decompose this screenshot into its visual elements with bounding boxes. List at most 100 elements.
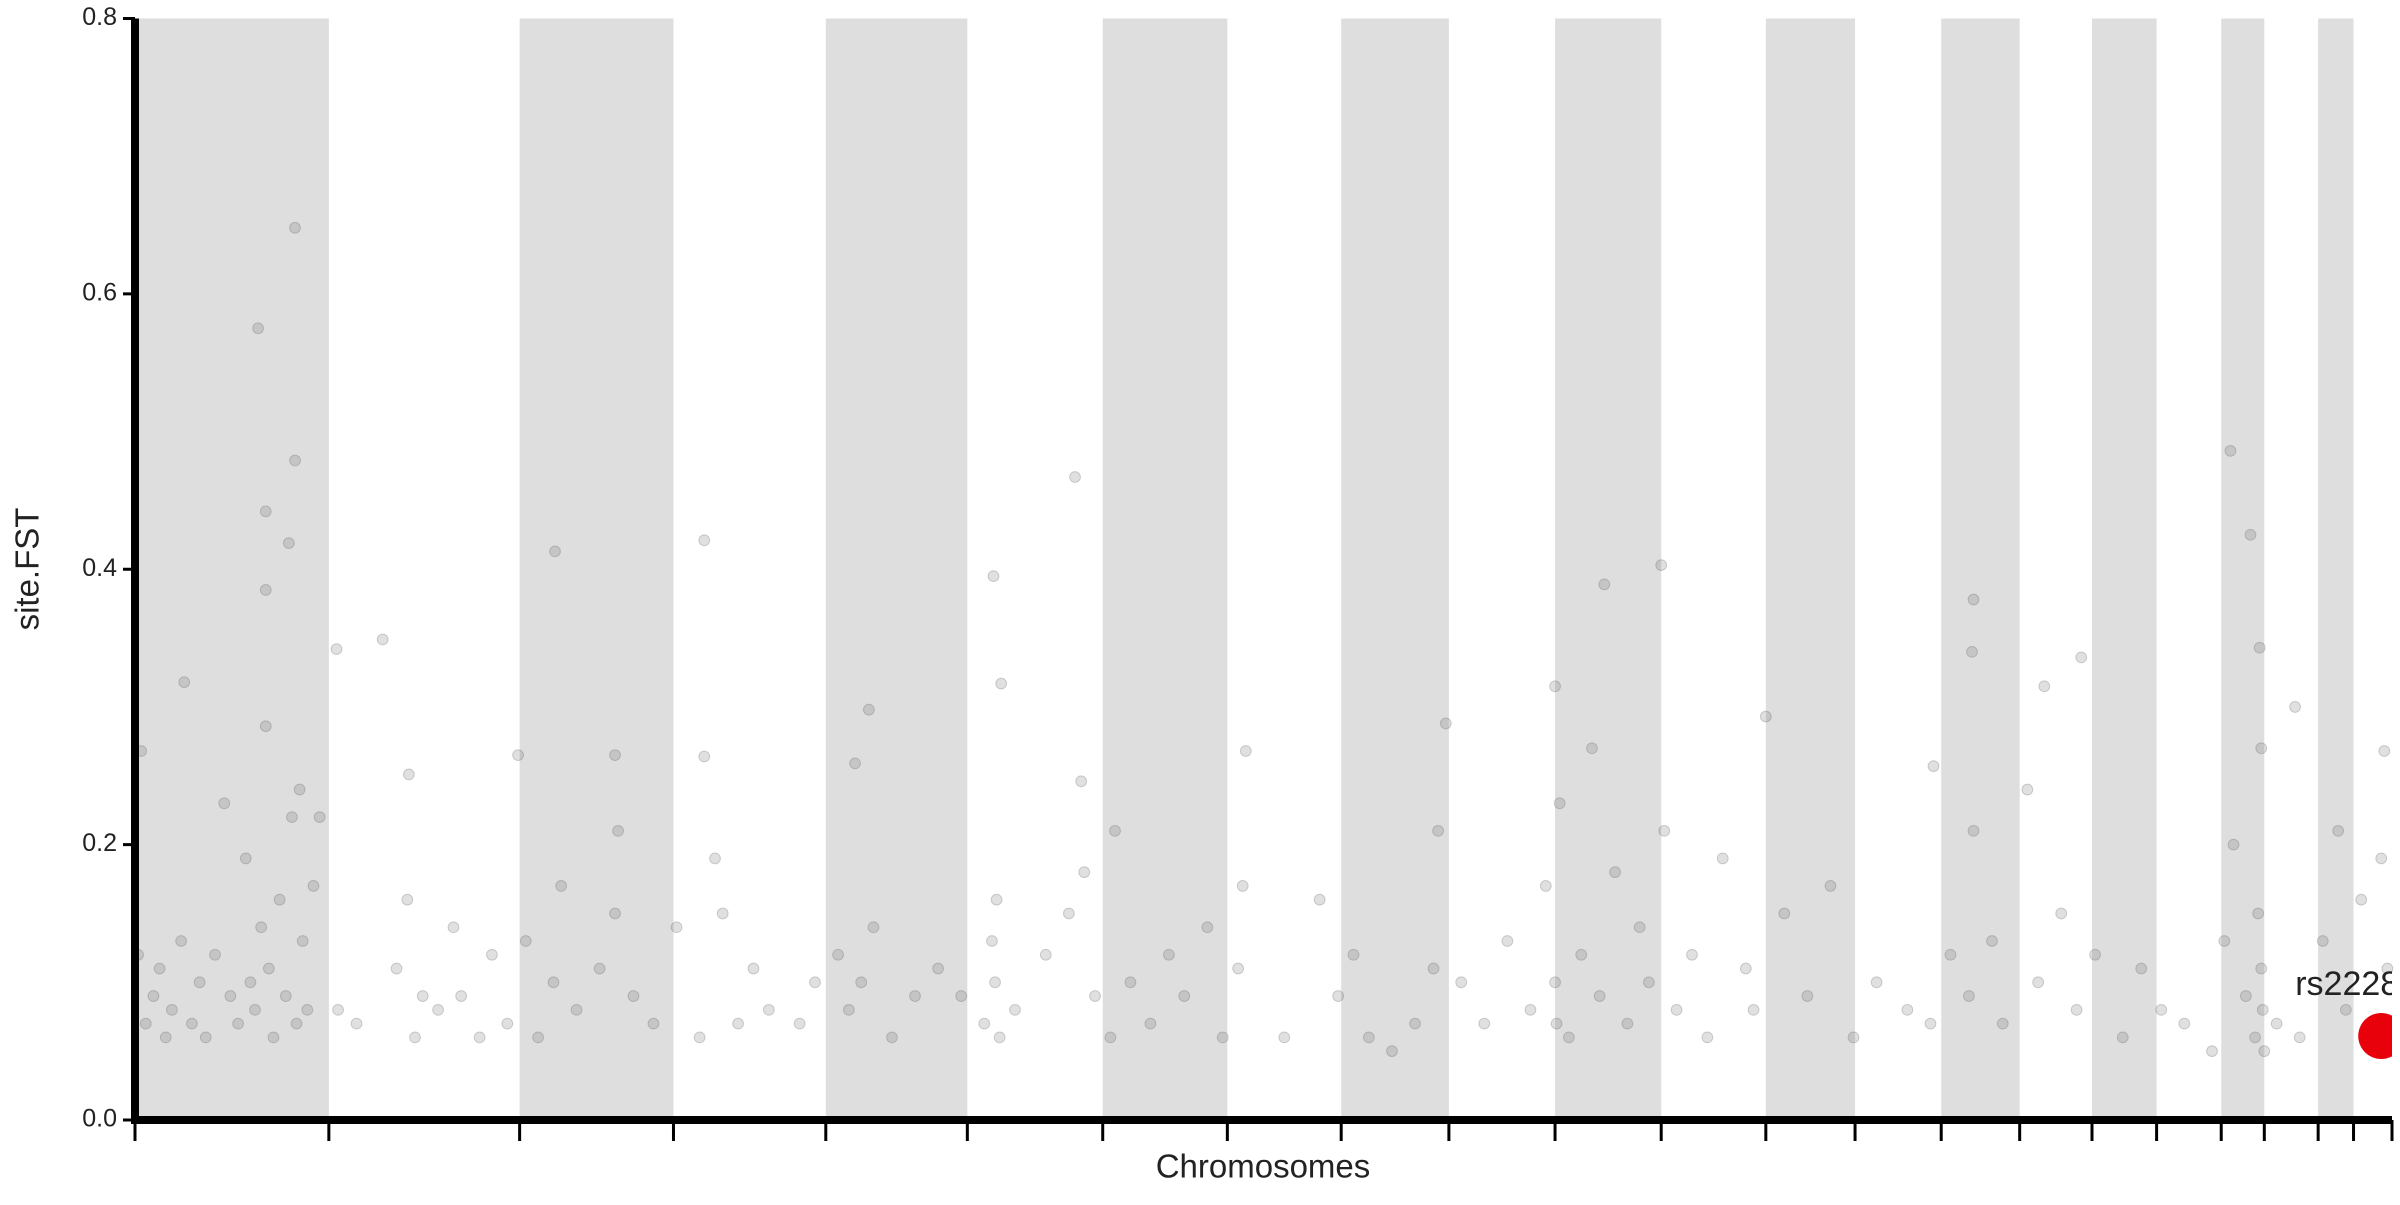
point xyxy=(2339,1003,2352,1016)
point xyxy=(139,1017,152,1030)
point xyxy=(612,824,624,837)
point xyxy=(995,677,1008,690)
point xyxy=(986,935,998,947)
point xyxy=(1386,1045,1398,1058)
point xyxy=(2255,962,2268,975)
point xyxy=(447,921,460,934)
point xyxy=(1062,907,1075,920)
point xyxy=(473,1031,486,1044)
point xyxy=(416,990,429,1002)
point xyxy=(1670,1003,1683,1016)
point xyxy=(1966,645,1978,658)
point xyxy=(501,1017,514,1030)
point xyxy=(1642,976,1655,989)
point xyxy=(313,811,326,823)
point xyxy=(455,990,468,1002)
point xyxy=(886,1031,898,1044)
point xyxy=(2227,838,2240,851)
chromosome-band xyxy=(135,18,329,1120)
point xyxy=(1201,921,1214,934)
point xyxy=(199,1031,212,1044)
point xyxy=(1996,1017,2009,1030)
point xyxy=(209,948,221,961)
chromosome-band xyxy=(2091,18,2157,1120)
point xyxy=(932,962,945,975)
point xyxy=(259,720,272,733)
highlight-group: rs2228 xyxy=(2295,965,2392,1060)
point xyxy=(2021,783,2034,796)
y-tick-label: 0.2 xyxy=(82,829,117,857)
point xyxy=(262,962,275,975)
point xyxy=(1586,742,1598,755)
point xyxy=(1549,680,1561,693)
point xyxy=(532,1031,544,1044)
point xyxy=(178,676,191,689)
point xyxy=(1621,1017,1634,1030)
point xyxy=(193,976,206,989)
point xyxy=(376,633,389,646)
point xyxy=(2255,742,2268,755)
point xyxy=(166,1003,178,1016)
point xyxy=(909,990,921,1002)
point xyxy=(1178,990,1191,1002)
point xyxy=(2032,976,2045,989)
point xyxy=(762,1003,775,1016)
point xyxy=(593,962,606,975)
point xyxy=(2055,907,2068,920)
points xyxy=(132,221,2394,1058)
point xyxy=(282,537,295,549)
point xyxy=(793,1017,806,1030)
point xyxy=(301,1003,314,1016)
point xyxy=(2070,1003,2083,1016)
point xyxy=(1109,824,1121,837)
point xyxy=(1824,880,1837,892)
point xyxy=(609,749,621,762)
point xyxy=(1550,1017,1563,1030)
point xyxy=(1347,948,1360,961)
point xyxy=(186,1017,198,1030)
point xyxy=(289,454,301,467)
point xyxy=(2244,528,2257,541)
point xyxy=(512,749,524,762)
point xyxy=(273,893,286,906)
chromosome-band xyxy=(1941,18,2020,1120)
point xyxy=(2155,1003,2168,1016)
point xyxy=(549,545,561,558)
point xyxy=(2375,852,2388,865)
point xyxy=(259,584,272,596)
point xyxy=(1655,559,1668,572)
point xyxy=(1239,745,1252,757)
point xyxy=(1144,1017,1157,1030)
point xyxy=(978,1017,991,1030)
point xyxy=(519,935,532,947)
point xyxy=(2355,893,2368,906)
point xyxy=(255,921,268,934)
point xyxy=(609,907,621,920)
point xyxy=(867,921,880,934)
point xyxy=(1455,976,1468,989)
point xyxy=(2381,962,2394,975)
bands xyxy=(135,18,2354,1120)
point xyxy=(1427,962,1440,975)
point xyxy=(293,783,306,796)
point xyxy=(2218,935,2231,947)
point xyxy=(2252,907,2265,920)
point xyxy=(267,1031,280,1044)
point xyxy=(698,534,711,547)
point xyxy=(153,962,166,975)
point xyxy=(1313,893,1326,906)
point xyxy=(1432,824,1445,837)
point xyxy=(486,948,498,961)
y-tick-label: 0.6 xyxy=(82,278,117,306)
point xyxy=(1562,1031,1575,1044)
point xyxy=(1967,824,1980,837)
point xyxy=(1963,990,1975,1002)
point xyxy=(279,990,292,1002)
chromosome-band xyxy=(519,18,674,1120)
point xyxy=(2116,1031,2129,1044)
point xyxy=(1716,852,1729,865)
point xyxy=(1439,717,1452,730)
point xyxy=(990,893,1003,906)
point xyxy=(1847,1031,1860,1044)
